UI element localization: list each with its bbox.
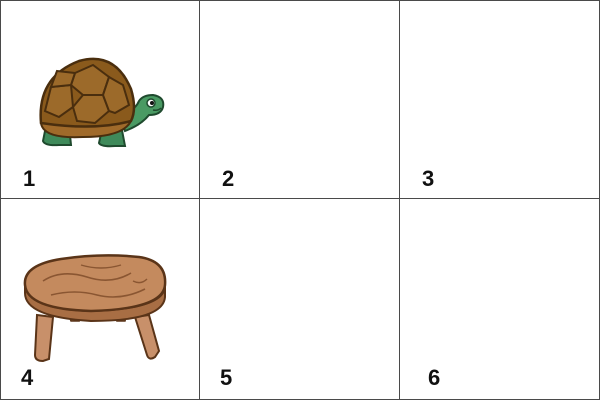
cell-number: 4: [21, 365, 34, 390]
cell-number: 6: [428, 365, 441, 390]
cell-number: 3: [422, 166, 435, 191]
grid-cell-6[interactable]: 6: [400, 199, 599, 399]
cell-number: 1: [23, 166, 36, 191]
grid-cell-1[interactable]: 1: [1, 1, 200, 199]
grid-cell-3[interactable]: 3: [400, 1, 599, 199]
cell-number: 5: [220, 365, 233, 390]
cell-number: 2: [222, 166, 235, 191]
stool-icon: [23, 254, 167, 363]
grid-cell-4[interactable]: 4: [1, 199, 200, 399]
grid-cell-5[interactable]: 5: [200, 199, 400, 399]
turtle-icon: [39, 57, 165, 148]
grid-cell-2[interactable]: 2: [200, 1, 400, 199]
